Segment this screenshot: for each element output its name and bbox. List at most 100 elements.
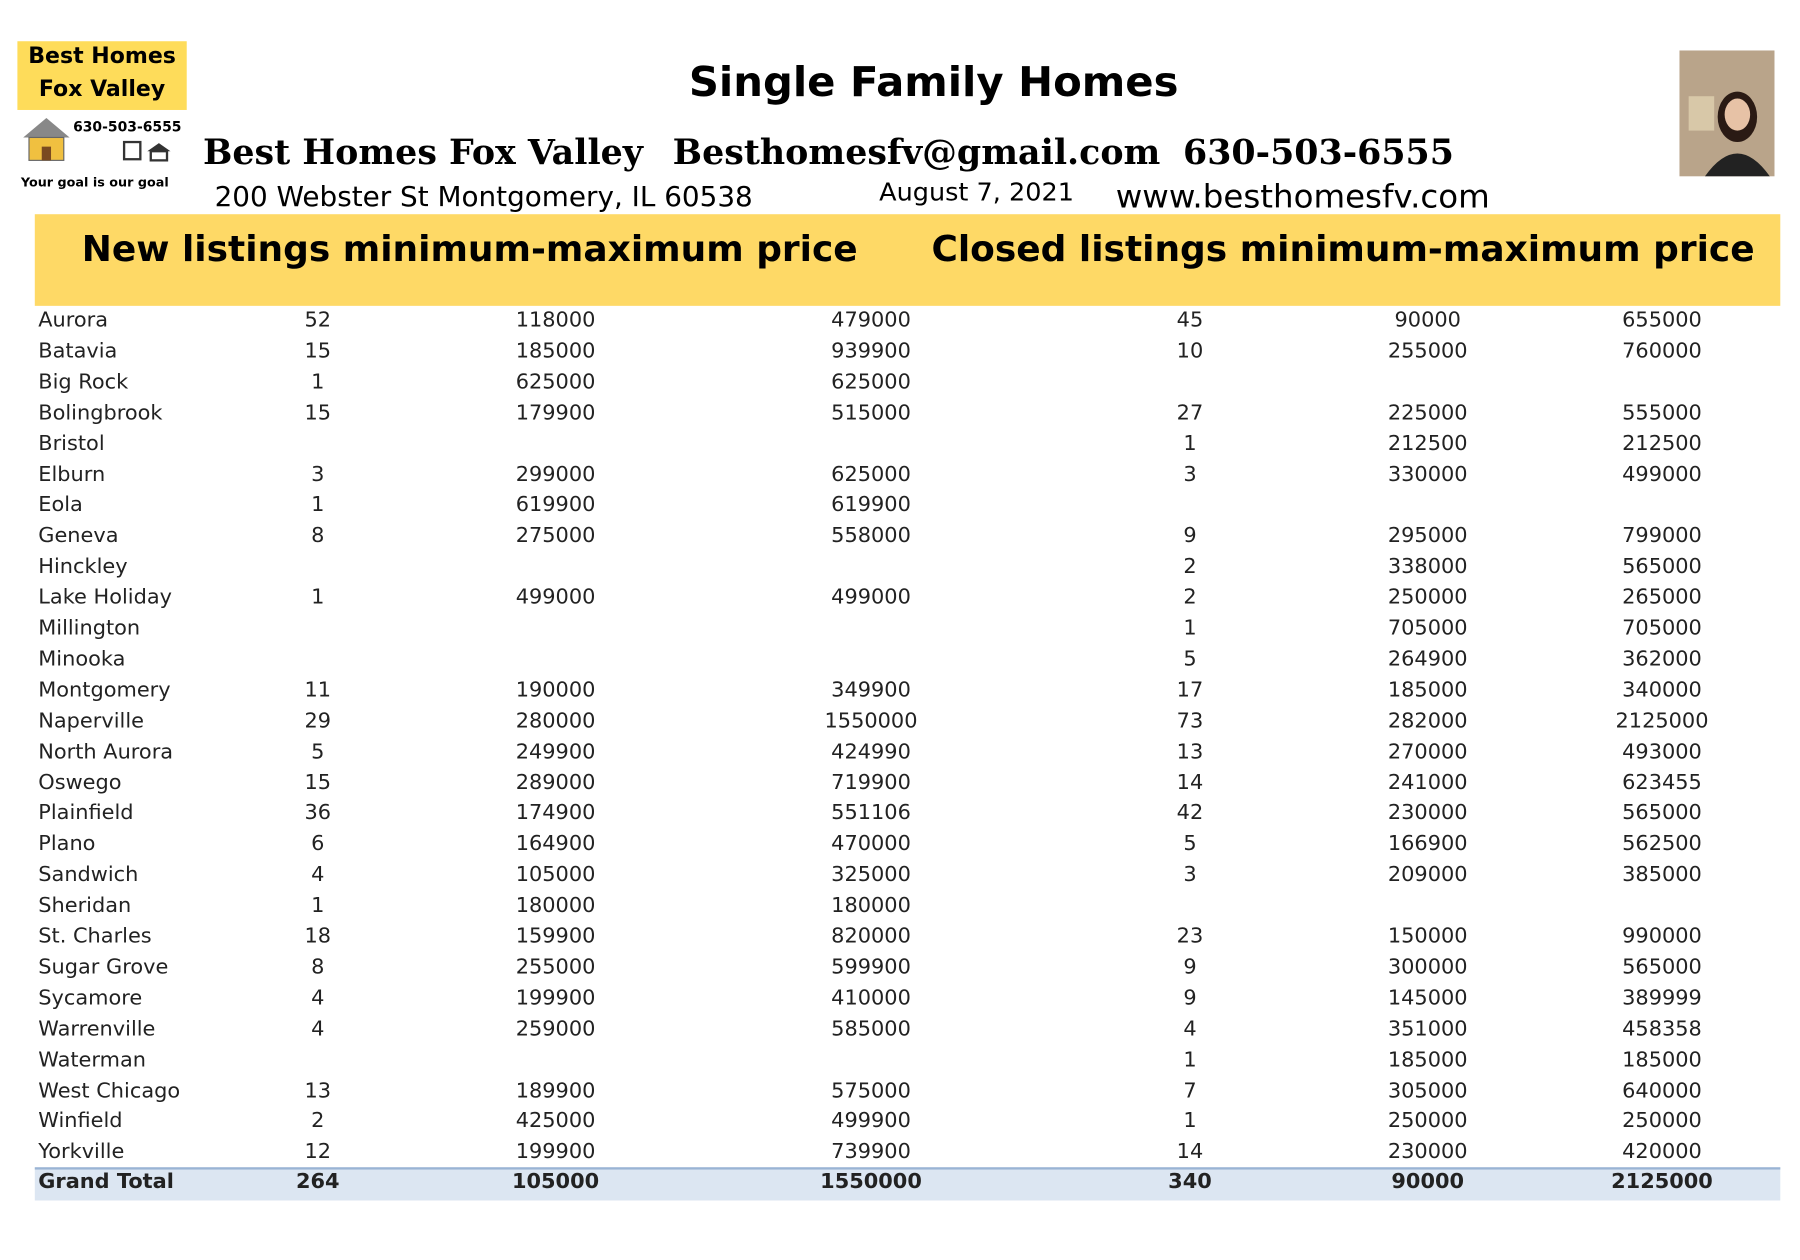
cell: 410000 [831, 986, 911, 1011]
cell: 305000 [1387, 1078, 1468, 1103]
logo-box [17, 41, 187, 110]
row-label: Batavia [38, 338, 118, 363]
cell: 330000 [1387, 462, 1468, 487]
cell: 493000 [1622, 739, 1702, 764]
cell: 264900 [1387, 647, 1468, 672]
logo-phone: 630-503-6555 [73, 119, 182, 136]
cell: 338000 [1387, 554, 1468, 579]
cell: 4 [311, 986, 325, 1011]
row-label: Waterman [38, 1047, 146, 1072]
row-label: Millington [38, 616, 141, 641]
cell: 820000 [831, 924, 911, 949]
cell: 185000 [515, 338, 596, 363]
cell: 1550000 [820, 1169, 922, 1194]
cell: 739900 [831, 1140, 911, 1165]
cell: 4 [311, 862, 325, 887]
row-label: Minooka [38, 647, 126, 672]
cell: 1 [1183, 1109, 1197, 1134]
cell: 7 [1183, 1078, 1197, 1103]
cell: 619900 [515, 493, 596, 518]
cell: 90000 [1391, 1169, 1465, 1194]
cell: 15 [304, 400, 332, 425]
cell: 3 [1183, 862, 1197, 887]
cell: 599900 [831, 955, 911, 980]
cell: 199900 [515, 1140, 596, 1165]
cell: 259000 [515, 1016, 596, 1041]
cell: 1 [1183, 1047, 1197, 1072]
cell: 625000 [515, 369, 596, 394]
cell: 499000 [515, 585, 596, 610]
cell: 9 [1183, 955, 1197, 980]
cell: 264 [295, 1169, 340, 1194]
cell: 640000 [1622, 1078, 1702, 1103]
cell: 9 [1183, 523, 1197, 548]
cell: 385000 [1622, 862, 1702, 887]
cell: 45 [1176, 308, 1204, 333]
cell: 255000 [515, 955, 596, 980]
house-icon [23, 117, 70, 161]
logo-tagline: Your goal is our goal [20, 175, 169, 191]
section-header: New listings minimum-maximum price [81, 229, 858, 271]
cell: 299000 [515, 462, 596, 487]
cell: 73 [1176, 708, 1204, 733]
cell: 655000 [1622, 308, 1702, 333]
cell: 212500 [1387, 431, 1468, 456]
cell: 705000 [1387, 616, 1468, 641]
cell: 180000 [515, 893, 596, 918]
cell: 389999 [1622, 986, 1702, 1011]
cell: 199900 [515, 986, 596, 1011]
cell: 27 [1176, 400, 1204, 425]
cell: 5 [1183, 831, 1197, 857]
cell: 8 [311, 523, 325, 548]
cell: 36 [304, 801, 332, 826]
cell: 250000 [1622, 1109, 1702, 1134]
cell: 300000 [1387, 955, 1468, 980]
cell: 90000 [1394, 308, 1461, 333]
cell: 425000 [515, 1109, 596, 1134]
cell: 2125000 [1615, 708, 1709, 733]
cell: 458358 [1622, 1016, 1702, 1041]
row-label: Bolingbrook [38, 400, 163, 425]
title: Single Family Homes [688, 59, 1179, 107]
cell: 562500 [1622, 831, 1702, 857]
cell: 1550000 [824, 708, 918, 733]
cell: 619900 [831, 493, 911, 518]
total-row-bg [34, 1167, 1781, 1201]
cell: 799000 [1622, 523, 1702, 548]
cell: 105000 [515, 862, 596, 887]
cell: 17 [1176, 677, 1204, 702]
row-label: Big Rock [38, 369, 129, 394]
cell: 250000 [1387, 585, 1468, 610]
cell: 8 [311, 955, 325, 980]
cell: 18 [304, 924, 332, 949]
cell: 5 [311, 739, 325, 764]
section-header: Closed listings minimum-maximum price [931, 229, 1755, 271]
cell: 241000 [1387, 770, 1468, 795]
cell: 340000 [1622, 677, 1702, 702]
cell: 105000 [511, 1169, 600, 1194]
cell: 179900 [515, 400, 596, 425]
cell: 719900 [831, 770, 911, 795]
cell: 2 [1183, 585, 1197, 610]
row-label: Sheridan [38, 893, 132, 918]
row-label: Winfield [38, 1109, 123, 1134]
header-band [34, 214, 1781, 306]
cell: 558000 [831, 523, 911, 548]
cell: 185000 [1387, 1047, 1468, 1072]
row-label: Plano [38, 831, 96, 857]
cell: 340 [1168, 1169, 1212, 1194]
cell: 250000 [1387, 1109, 1468, 1134]
cell: 166900 [1387, 831, 1468, 857]
cell: 174900 [515, 801, 596, 826]
cell: 1 [311, 369, 325, 394]
cell: 420000 [1622, 1140, 1702, 1165]
row-label: Eola [38, 493, 83, 518]
cell: 3 [311, 462, 325, 487]
cell: 230000 [1387, 801, 1468, 826]
cell: 3 [1183, 462, 1197, 487]
cell: 990000 [1622, 924, 1702, 949]
logo-line: Best Homes [28, 43, 176, 69]
cell: 565000 [1622, 801, 1702, 826]
cell: 585000 [831, 1016, 911, 1041]
cell: 13 [1176, 739, 1204, 764]
